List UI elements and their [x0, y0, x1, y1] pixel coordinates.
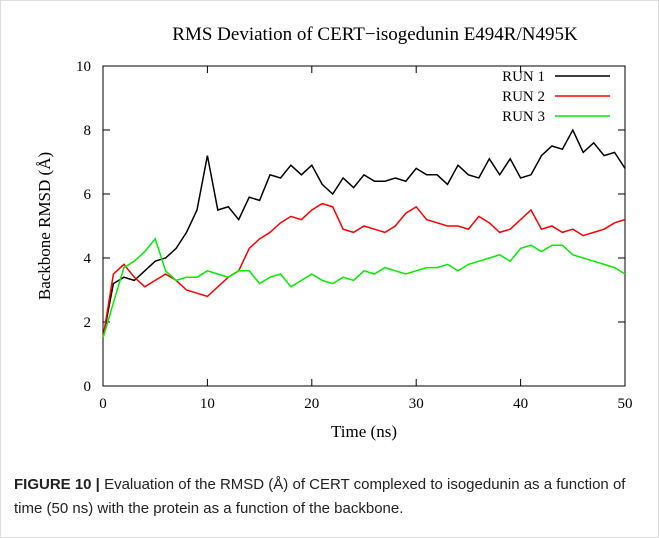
plot-frame	[102, 65, 626, 387]
x-tick-label: 30	[409, 396, 424, 412]
caption-text: Evaluation of the RMSD (Å) of CERT compl…	[14, 476, 626, 517]
series-line	[102, 237, 626, 339]
x-tick-label: 20	[304, 396, 319, 412]
legend-label: RUN 1	[502, 69, 545, 85]
y-tick-label: 6	[84, 187, 92, 203]
caption-label: FIGURE 10 |	[14, 476, 100, 493]
x-axis-label: Time (ns)	[331, 422, 397, 441]
y-tick-label: 10	[76, 59, 91, 75]
x-tick-label: 50	[618, 396, 633, 412]
y-tick-label: 8	[84, 123, 92, 139]
y-tick-label: 4	[84, 251, 92, 267]
legend-label: RUN 2	[502, 89, 545, 105]
x-tick-label: 40	[513, 396, 528, 412]
caption: FIGURE 10 | Evaluation of the RMSD (Å) o…	[14, 473, 644, 521]
x-tick-label: 0	[99, 396, 107, 412]
series-line	[102, 202, 626, 339]
series-line	[102, 128, 626, 339]
legend-label: RUN 3	[502, 109, 545, 125]
chart-title: RMS Deviation of CERT−isogedunin E494R/N…	[172, 24, 578, 45]
y-axis-label: Backbone RMSD (Å)	[35, 152, 54, 300]
x-tick-label: 10	[200, 396, 215, 412]
y-tick-label: 2	[84, 315, 92, 331]
y-tick-label: 0	[84, 379, 92, 395]
